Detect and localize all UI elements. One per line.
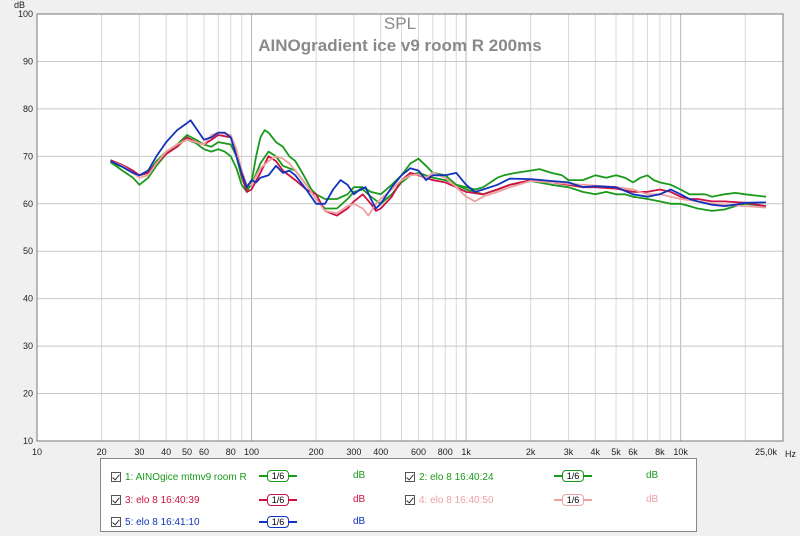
x-tick-label: 40 <box>161 447 171 457</box>
chart-title: SPL <box>384 14 416 33</box>
y-tick-label: 60 <box>23 199 33 209</box>
spl-chart: 10 20 30 40 50 60 70 80 90 100 10 20 30 40 50 60 80 100 20… <box>14 0 797 458</box>
x-tick-label: 400 <box>373 447 388 457</box>
y-tick-label: 80 <box>23 104 33 114</box>
y-tick-label: 50 <box>23 246 33 256</box>
x-tick-label: 10 <box>32 447 42 457</box>
legend-item-3[interactable]: 3: elo 8 16:40:39 <box>111 491 200 509</box>
smoothing-control-3[interactable]: 1/6 <box>259 492 297 508</box>
checkbox-series-1[interactable] <box>111 472 121 482</box>
smoothing-value-5: 1/6 <box>267 516 289 528</box>
unit-label-2: dB <box>646 470 659 481</box>
legend-item-5[interactable]: 5: elo 8 16:41:10 <box>111 513 200 531</box>
smoothing-value-4: 1/6 <box>562 494 584 506</box>
y-tick-label: 100 <box>18 9 33 19</box>
unit-label-4: dB <box>646 494 659 505</box>
x-tick-label: 10k <box>673 447 688 457</box>
checkbox-series-2[interactable] <box>405 472 415 482</box>
legend-label-5: 5: elo 8 16:41:10 <box>125 516 200 528</box>
unit-label-1: dB <box>353 470 366 481</box>
unit-label-3: dB <box>353 494 366 505</box>
x-tick-label: 300 <box>346 447 361 457</box>
legend-item-1[interactable]: 1: AINOgice mtmv9 room R <box>111 468 247 486</box>
x-tick-label: 30 <box>134 447 144 457</box>
x-tick-label: 3k <box>564 447 574 457</box>
x-tick-label: 60 <box>199 447 209 457</box>
plot-frame <box>36 13 784 442</box>
checkbox-series-4[interactable] <box>405 495 415 505</box>
x-tick-label: 25,0k <box>755 447 778 457</box>
x-tick-label: 100 <box>244 447 259 457</box>
unit-label-5: dB <box>353 516 366 527</box>
x-tick-label: 200 <box>309 447 324 457</box>
legend-item-2[interactable]: 2: elo 8 16:40:24 <box>405 468 494 486</box>
x-tick-label: 20 <box>97 447 107 457</box>
chart-subtitle: AINOgradient ice v9 room R 200ms <box>258 36 541 55</box>
smoothing-value-1: 1/6 <box>267 470 289 482</box>
legend-label-2: 2: elo 8 16:40:24 <box>419 471 494 483</box>
y-tick-label: 40 <box>23 294 33 304</box>
y-tick-label: 30 <box>23 341 33 351</box>
y-axis-label: dB <box>14 0 25 10</box>
x-tick-label: 2k <box>526 447 536 457</box>
x-tick-label: 1k <box>461 447 471 457</box>
x-tick-label: 5k <box>611 447 621 457</box>
x-tick-label: 600 <box>411 447 426 457</box>
legend-label-1: 1: AINOgice mtmv9 room R <box>125 471 247 483</box>
y-tick-label: 70 <box>23 151 33 161</box>
x-tick-label: 8k <box>655 447 665 457</box>
checkbox-series-5[interactable] <box>111 517 121 527</box>
smoothing-control-4[interactable]: 1/6 <box>554 492 592 508</box>
y-tick-label: 90 <box>23 56 33 66</box>
checkbox-series-3[interactable] <box>111 495 121 505</box>
x-axis-unit: Hz <box>785 449 796 458</box>
smoothing-control-1[interactable]: 1/6 <box>259 468 297 484</box>
x-tick-label: 80 <box>226 447 236 457</box>
smoothing-control-5[interactable]: 1/6 <box>259 514 297 530</box>
x-tick-label: 6k <box>628 447 638 457</box>
legend: 1: AINOgice mtmv9 room R 1/6 dB 2: elo 8… <box>100 458 697 532</box>
x-tick-label: 4k <box>591 447 601 457</box>
x-tick-label: 800 <box>438 447 453 457</box>
x-tick-label: 50 <box>182 447 192 457</box>
plot-area <box>37 14 783 441</box>
smoothing-value-3: 1/6 <box>267 494 289 506</box>
legend-item-4[interactable]: 4: elo 8 16:40:50 <box>405 491 494 509</box>
legend-label-4: 4: elo 8 16:40:50 <box>419 494 494 506</box>
y-tick-label: 20 <box>23 389 33 399</box>
series-line-5 <box>110 119 767 210</box>
smoothing-value-2: 1/6 <box>562 470 584 482</box>
legend-label-3: 3: elo 8 16:40:39 <box>125 494 200 506</box>
y-tick-label: 10 <box>23 436 33 446</box>
smoothing-control-2[interactable]: 1/6 <box>554 468 592 484</box>
